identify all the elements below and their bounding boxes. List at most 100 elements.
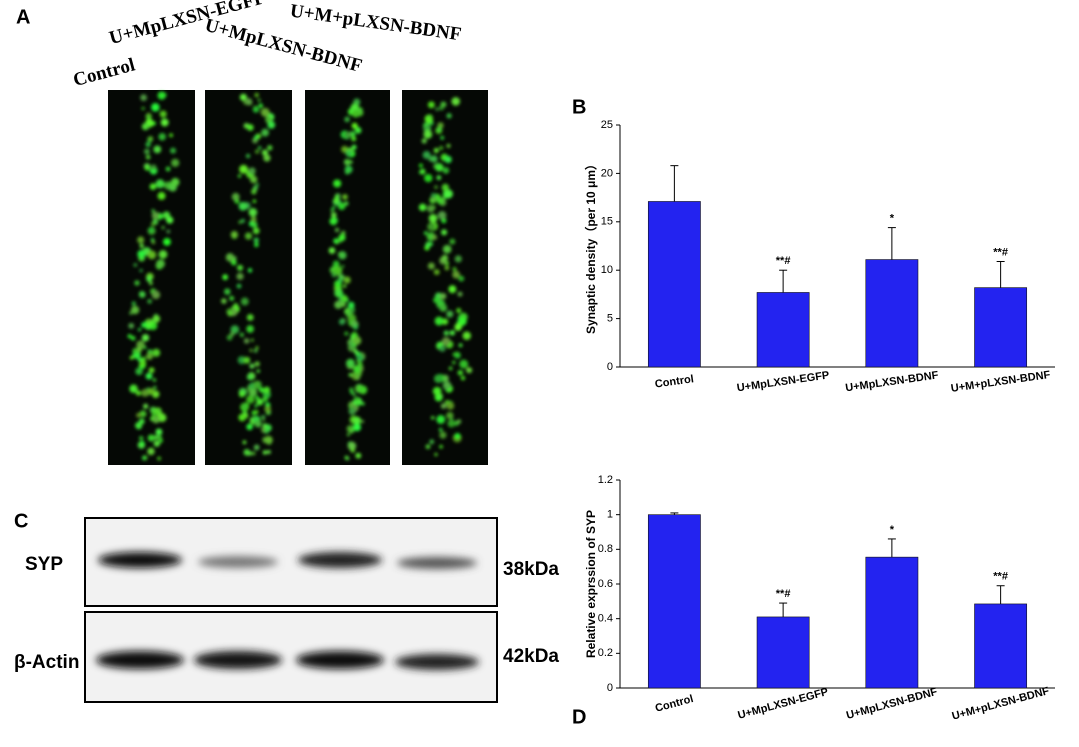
spot bbox=[423, 231, 428, 235]
bar bbox=[974, 603, 1028, 689]
fluorescence bbox=[328, 98, 368, 461]
blot-size: 42kDa bbox=[503, 646, 559, 667]
spot bbox=[255, 149, 260, 154]
spot bbox=[143, 403, 149, 409]
spot bbox=[343, 276, 351, 284]
spot bbox=[133, 263, 138, 267]
spot bbox=[152, 416, 160, 424]
spot bbox=[147, 112, 151, 116]
spot bbox=[344, 331, 349, 336]
spot bbox=[254, 361, 260, 367]
spot bbox=[333, 198, 339, 203]
spot bbox=[264, 405, 271, 413]
spot bbox=[348, 372, 353, 377]
spot bbox=[159, 110, 167, 118]
spot bbox=[338, 318, 346, 325]
spot bbox=[130, 305, 140, 315]
spot bbox=[246, 325, 255, 333]
spot bbox=[430, 196, 437, 202]
y-tick-label: 1 bbox=[607, 509, 613, 521]
spot bbox=[352, 332, 358, 338]
spot bbox=[147, 250, 157, 260]
y-tick-label: 20 bbox=[601, 167, 613, 179]
spot bbox=[222, 274, 229, 281]
spot bbox=[263, 386, 271, 394]
spot bbox=[148, 227, 154, 233]
spot bbox=[347, 131, 352, 137]
spot bbox=[334, 195, 338, 199]
spot bbox=[148, 367, 155, 374]
spot bbox=[224, 288, 231, 295]
spot bbox=[352, 423, 361, 432]
spot bbox=[358, 385, 368, 395]
spot bbox=[260, 107, 270, 117]
x-tick-label: U+M+pLXSN-BDNF bbox=[951, 685, 1051, 723]
spot bbox=[261, 149, 269, 156]
spot bbox=[134, 280, 140, 286]
spot bbox=[449, 330, 456, 336]
spot bbox=[242, 440, 247, 445]
spot bbox=[418, 203, 427, 212]
significance: **# bbox=[993, 571, 1008, 583]
spot bbox=[419, 168, 426, 175]
blot-label: SYP bbox=[25, 554, 63, 575]
spot bbox=[139, 268, 143, 273]
spot bbox=[436, 175, 442, 181]
spot bbox=[424, 173, 433, 183]
spot bbox=[140, 94, 147, 101]
spot bbox=[351, 122, 358, 129]
spot bbox=[432, 234, 438, 240]
spot bbox=[151, 211, 160, 220]
spot bbox=[330, 208, 334, 212]
spot bbox=[138, 418, 145, 425]
spot bbox=[264, 429, 269, 434]
spot bbox=[462, 331, 471, 340]
spot bbox=[254, 135, 258, 139]
spot bbox=[457, 291, 463, 297]
spot bbox=[145, 372, 153, 380]
spot bbox=[151, 103, 160, 112]
spot bbox=[439, 345, 446, 352]
spot bbox=[227, 311, 233, 317]
spot bbox=[254, 404, 258, 408]
spot bbox=[340, 293, 344, 297]
spot bbox=[418, 163, 423, 168]
panel-label: C bbox=[14, 510, 28, 532]
spot bbox=[238, 220, 242, 224]
spot bbox=[434, 452, 438, 457]
spot bbox=[252, 106, 260, 113]
spot bbox=[261, 128, 270, 137]
spot bbox=[153, 434, 159, 440]
spot bbox=[264, 435, 273, 445]
spot bbox=[352, 416, 362, 425]
spot bbox=[229, 295, 235, 301]
spot bbox=[254, 92, 259, 98]
spot bbox=[166, 229, 171, 234]
spot bbox=[146, 276, 152, 282]
y-tick-label: 25 bbox=[601, 119, 613, 131]
spot bbox=[340, 301, 346, 308]
spot bbox=[430, 155, 438, 163]
spot bbox=[150, 164, 157, 171]
x-tick-label: Control bbox=[654, 693, 695, 715]
x-tick-label: U+MpLXSN-EGFP bbox=[737, 686, 830, 722]
spot bbox=[230, 230, 238, 239]
spot bbox=[257, 146, 262, 150]
spot bbox=[356, 353, 364, 362]
spot bbox=[341, 264, 345, 268]
spot bbox=[446, 310, 454, 318]
spot bbox=[458, 343, 463, 348]
spot bbox=[449, 238, 456, 245]
spot bbox=[238, 391, 245, 398]
spot bbox=[355, 386, 359, 390]
spot bbox=[433, 269, 440, 276]
spot bbox=[262, 396, 268, 402]
spot bbox=[446, 402, 455, 410]
y-tick-label: 0.2 bbox=[598, 647, 613, 659]
spot bbox=[250, 216, 257, 223]
spot bbox=[267, 145, 273, 151]
spot bbox=[443, 381, 452, 389]
y-tick-label: 0 bbox=[607, 361, 613, 373]
spot bbox=[441, 229, 448, 236]
